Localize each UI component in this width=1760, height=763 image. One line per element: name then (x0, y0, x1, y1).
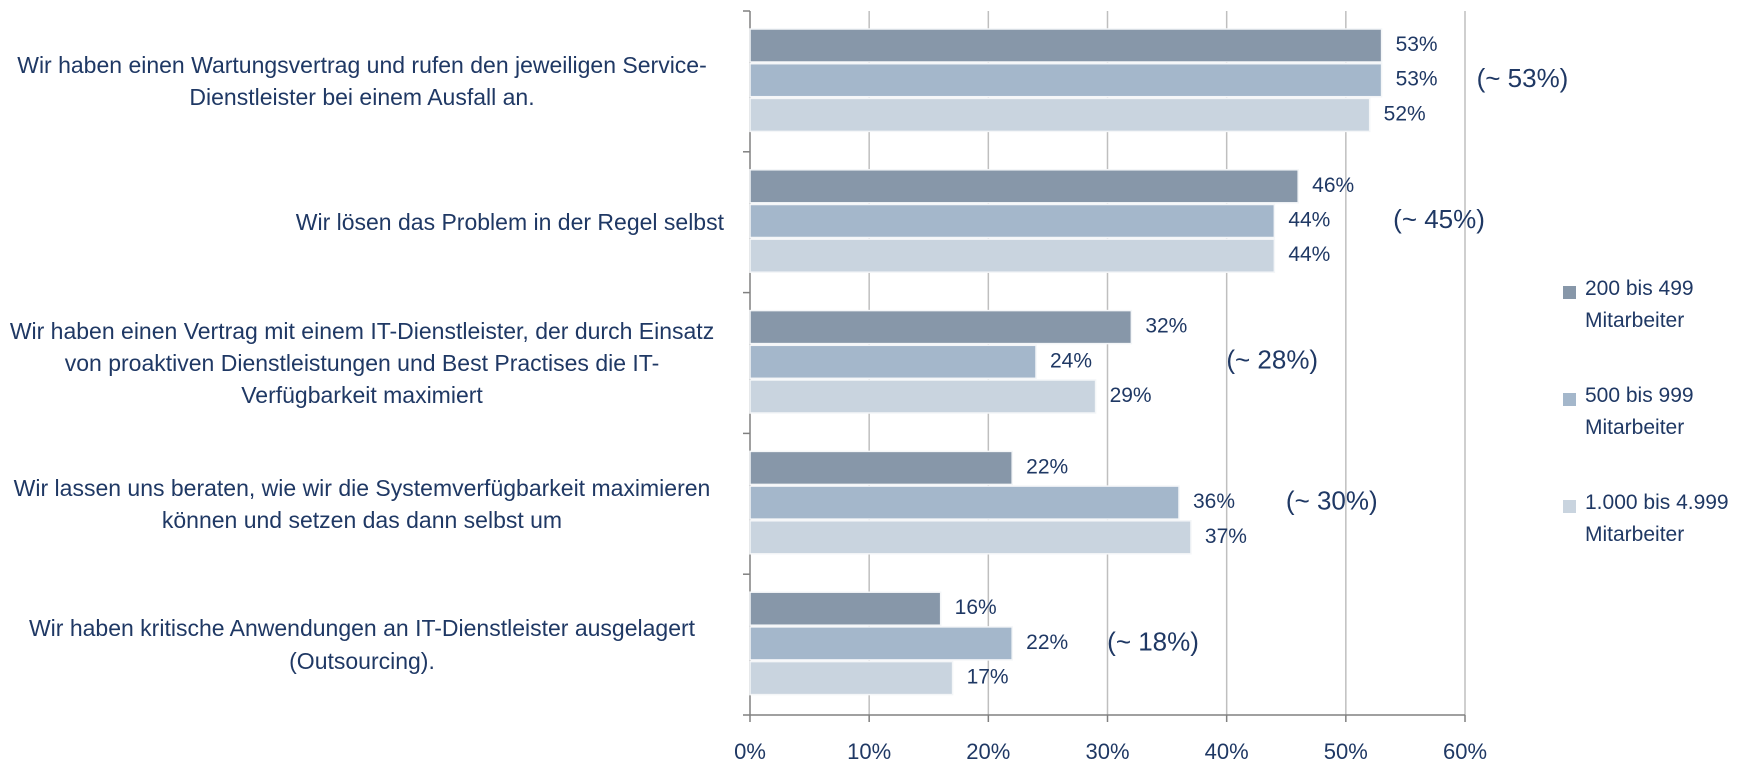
annotation: (~ 18%) (1107, 626, 1199, 656)
bar (749, 309, 1133, 345)
value-label: 22% (1026, 631, 1068, 654)
legend-swatch (1563, 500, 1576, 513)
bar (749, 344, 1037, 380)
legend-label: 500 bis 999 Mitarbeiter (1585, 384, 1694, 439)
bar (749, 450, 1013, 486)
value-label: 52% (1384, 102, 1426, 125)
bar (749, 238, 1276, 273)
value-label: 17% (967, 666, 1009, 689)
value-label: 37% (1205, 525, 1247, 548)
category-label: Wir haben kritische Anwendungen an IT-Di… (0, 574, 724, 715)
value-label: 24% (1050, 349, 1092, 372)
bar (749, 97, 1371, 133)
value-label: 53% (1396, 33, 1438, 56)
bar (749, 660, 954, 696)
bar (749, 626, 1013, 661)
bar (749, 169, 1299, 204)
bar (749, 591, 942, 626)
x-tick-label: 50% (1324, 739, 1368, 763)
x-tick-label: 20% (966, 739, 1010, 763)
bar (749, 28, 1383, 63)
x-tick-label: 40% (1205, 739, 1249, 763)
value-label: 44% (1288, 243, 1330, 266)
value-label: 16% (955, 596, 997, 619)
bar (749, 379, 1097, 414)
legend-swatch (1563, 286, 1576, 299)
annotation: (~ 30%) (1286, 485, 1378, 515)
bar (749, 62, 1383, 98)
value-label: 29% (1110, 384, 1152, 407)
category-text: Wir haben einen Vertrag mit einem IT-Die… (9, 317, 715, 409)
category-text: Wir haben kritische Anwendungen an IT-Di… (28, 615, 696, 674)
value-label: 36% (1193, 490, 1235, 513)
bar (749, 203, 1276, 239)
annotation: (~ 28%) (1226, 345, 1318, 375)
legend-label: 1.000 bis 4.999 Mitarbeiter (1585, 491, 1729, 546)
bar (749, 520, 1192, 555)
annotation: (~ 45%) (1393, 204, 1485, 234)
value-label: 32% (1145, 315, 1187, 338)
legend-label: 200 bis 499 Mitarbeiter (1585, 277, 1694, 332)
category-text: Wir haben einen Wartungsvertrag und rufe… (17, 52, 707, 111)
x-tick-label: 10% (847, 739, 891, 763)
category-text: Wir lösen das Problem in der Regel selbs… (295, 209, 724, 236)
value-label: 46% (1312, 174, 1354, 197)
category-label: Wir lassen uns beraten, wie wir die Syst… (0, 433, 724, 574)
value-label: 22% (1026, 455, 1068, 478)
x-tick-label: 60% (1443, 739, 1487, 763)
category-label: Wir haben einen Wartungsvertrag und rufe… (0, 11, 724, 152)
category-text: Wir lassen uns beraten, wie wir die Syst… (13, 474, 711, 533)
annotation: (~ 53%) (1477, 63, 1569, 93)
value-label: 53% (1396, 68, 1438, 91)
category-label: Wir lösen das Problem in der Regel selbs… (0, 152, 724, 293)
x-tick-label: 0% (734, 739, 766, 763)
legend-swatch (1563, 393, 1576, 406)
category-label: Wir haben einen Vertrag mit einem IT-Die… (0, 293, 724, 434)
bar (749, 485, 1180, 520)
x-tick-label: 30% (1085, 739, 1129, 763)
value-label: 44% (1288, 209, 1330, 232)
